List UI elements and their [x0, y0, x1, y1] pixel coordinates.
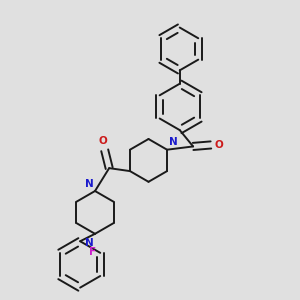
Text: O: O — [99, 136, 108, 146]
Text: N: N — [85, 238, 94, 248]
Text: F: F — [89, 247, 96, 257]
Text: N: N — [85, 178, 94, 189]
Text: O: O — [215, 140, 224, 150]
Text: N: N — [169, 137, 177, 147]
